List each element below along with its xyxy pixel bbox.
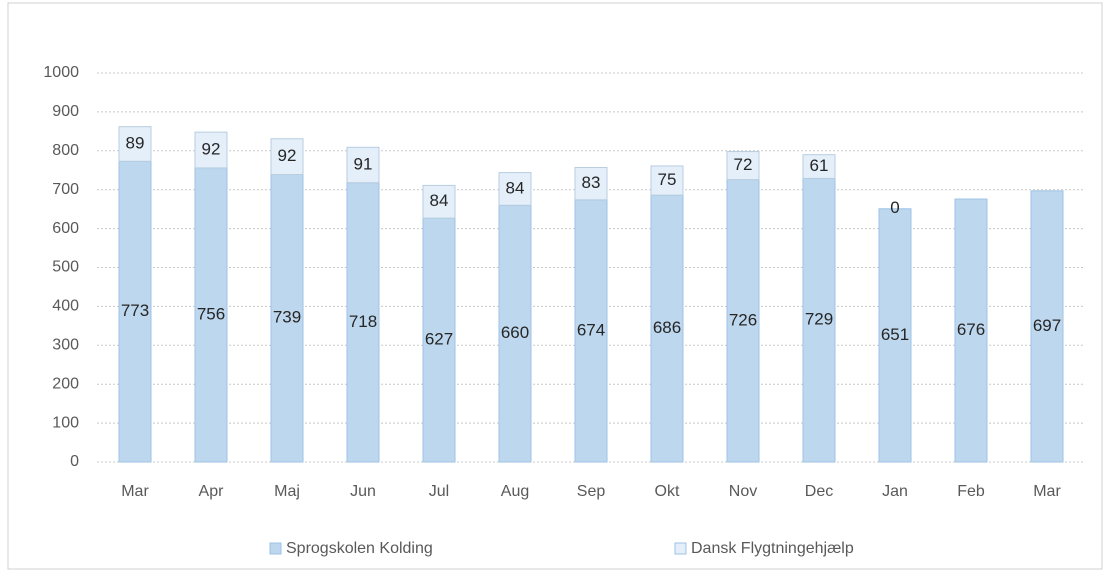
legend-swatch [269, 542, 282, 555]
bar-segment [954, 198, 988, 463]
x-tick-label: Jun [350, 483, 376, 500]
value-label: 72 [734, 155, 753, 174]
x-tick-label: Feb [957, 483, 985, 500]
y-tick-label: 200 [52, 375, 79, 392]
value-label: 627 [425, 330, 453, 349]
chart-border [7, 2, 1103, 570]
value-label: 718 [349, 312, 377, 331]
value-label: 92 [278, 146, 297, 165]
x-tick-label: Maj [274, 483, 300, 500]
legend-label: Dansk Flygtningehjælp [691, 540, 854, 557]
bar-segment [802, 177, 836, 463]
y-tick-label: 800 [52, 142, 79, 159]
value-label: 676 [957, 320, 985, 339]
value-label: 756 [197, 304, 225, 323]
y-tick-label: 500 [52, 259, 79, 276]
value-label: 61 [810, 156, 829, 175]
value-label: 651 [881, 325, 909, 344]
value-label: 84 [506, 178, 525, 197]
x-tick-label: Dec [805, 483, 833, 500]
value-label: 92 [202, 140, 221, 159]
bar-segment [574, 199, 608, 463]
value-label: 739 [273, 308, 301, 327]
bar-segment [574, 167, 608, 201]
x-tick-label: Jan [882, 483, 908, 500]
x-tick-label: Sep [577, 483, 606, 500]
bar-segment [270, 138, 304, 176]
y-tick-label: 1000 [43, 64, 79, 81]
value-label: 91 [354, 154, 373, 173]
value-label: 729 [805, 310, 833, 329]
bar-segment [194, 131, 228, 169]
bar-segment [498, 172, 532, 206]
value-label: 726 [729, 310, 757, 329]
y-tick-label: 100 [52, 414, 79, 431]
legend-swatch [674, 542, 687, 555]
y-tick-label: 300 [52, 337, 79, 354]
bar-segment [878, 208, 912, 463]
bar-segment [346, 182, 380, 463]
value-label: 686 [653, 318, 681, 337]
bar-segment [650, 165, 684, 196]
y-tick-label: 700 [52, 181, 79, 198]
x-tick-label: Apr [199, 483, 225, 500]
value-label: 674 [577, 320, 605, 339]
x-tick-label: Jul [429, 483, 449, 500]
bar-segment [346, 146, 380, 184]
x-tick-label: Nov [729, 483, 757, 500]
x-tick-label: Okt [655, 483, 680, 500]
x-tick-label: Mar [121, 483, 149, 500]
bar-segment [498, 204, 532, 463]
bar-segment [270, 174, 304, 463]
bar-segment [726, 179, 760, 463]
value-label: 697 [1033, 316, 1061, 335]
y-tick-label: 0 [70, 453, 79, 470]
y-tick-label: 600 [52, 220, 79, 237]
y-tick-label: 900 [52, 103, 79, 120]
bar-segment [802, 154, 836, 179]
value-label: 89 [126, 133, 145, 152]
value-label: 660 [501, 323, 529, 342]
value-label: 83 [582, 173, 601, 192]
bar-segment [650, 194, 684, 463]
bar-segment [726, 151, 760, 181]
bar-segment [422, 184, 456, 219]
legend-label: Sprogskolen Kolding [286, 540, 433, 557]
bar-segment [194, 167, 228, 463]
x-tick-label: Aug [501, 483, 529, 500]
value-label: 0 [890, 198, 899, 217]
value-label: 773 [121, 301, 149, 320]
bar-segment [1030, 190, 1064, 463]
bar-segment [118, 126, 152, 162]
value-label: 84 [430, 191, 449, 210]
x-tick-label: Mar [1033, 483, 1061, 500]
value-label: 75 [658, 170, 677, 189]
y-tick-label: 400 [52, 298, 79, 315]
